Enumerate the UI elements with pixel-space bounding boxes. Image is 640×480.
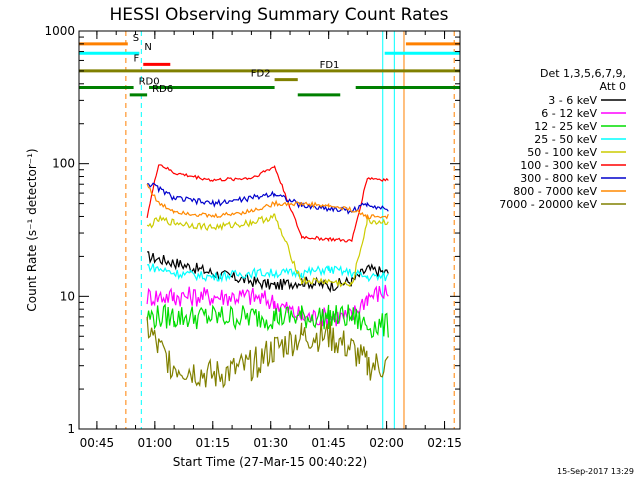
x-tick-label-0130: 01:30: [253, 436, 288, 450]
flag-label-n: N: [144, 42, 151, 53]
series-line-7000-20000-kev: [146, 316, 389, 389]
legend-header-line-1: Det 1,3,5,6,7,9,: [540, 67, 626, 80]
flag-label-rd6: RD6: [152, 84, 173, 95]
legend-label-100-300-kev: 100 - 300 keV: [520, 159, 597, 172]
y-tick-label-10: 10: [60, 289, 75, 303]
chart-title: HESSI Observing Summary Count Rates: [109, 5, 448, 25]
y-axis: 1 10 100 1000: [44, 24, 460, 436]
legend-label-7000-20000-kev: 7000 - 20000 keV: [499, 198, 597, 211]
x-tick-label-0215: 02:15: [427, 436, 462, 450]
series-line-3-6-kev: [147, 251, 389, 293]
legend-label-800-7000-kev: 800 - 7000 keV: [513, 185, 597, 198]
legend-label-12-25-kev: 12 - 25 keV: [534, 120, 597, 133]
legend-label-300-800-kev: 300 - 800 keV: [520, 172, 597, 185]
x-tick-label-0115: 01:15: [195, 436, 230, 450]
y-tick-label-1: 1: [67, 422, 75, 436]
flag-label-s: S: [133, 33, 139, 44]
x-axis-label: Start Time (27-Mar-15 00:40:22): [173, 455, 367, 469]
legend-header-line-2: Att 0: [600, 80, 626, 93]
series-line-300-800-kev: [147, 182, 389, 215]
series-line-12-25-kev: [146, 303, 389, 339]
series-line-100-300-kev: [146, 164, 389, 243]
flag-label-fd1: FD1: [320, 60, 340, 71]
x-tick-label-0045: 00:45: [80, 436, 115, 450]
footer-date: 15-Sep-2017 13:29: [557, 467, 634, 476]
legend-label-3-6-kev: 3 - 6 keV: [548, 94, 597, 107]
legend-label-25-50-kev: 25 - 50 keV: [534, 133, 597, 146]
x-tick-label-0100: 01:00: [138, 436, 173, 450]
y-tick-label-1000: 1000: [44, 24, 75, 38]
series-line-800-7000-kev: [146, 183, 389, 221]
series-line-25-50-kev: [147, 263, 389, 283]
x-tick-label-0145: 01:45: [311, 436, 346, 450]
legend-label-6-12-kev: 6 - 12 keV: [541, 107, 597, 120]
series-line-50-100-kev: [146, 213, 389, 288]
y-axis-label: Count Rate (s⁻¹ detector⁻¹): [25, 148, 39, 311]
x-axis: 00:45 01:00 01:15 01:30 01:45 02:00 02:15: [80, 31, 462, 450]
plot-frame: [78, 30, 461, 430]
flag-label-fd2: FD2: [251, 69, 271, 80]
y-tick-label-100: 100: [52, 157, 75, 171]
x-tick-label-0200: 02:00: [369, 436, 404, 450]
flag-label-rd0: RD0: [139, 77, 160, 88]
legend-label-50-100-kev: 50 - 100 keV: [527, 146, 597, 159]
flag-label-f: F: [133, 53, 139, 64]
